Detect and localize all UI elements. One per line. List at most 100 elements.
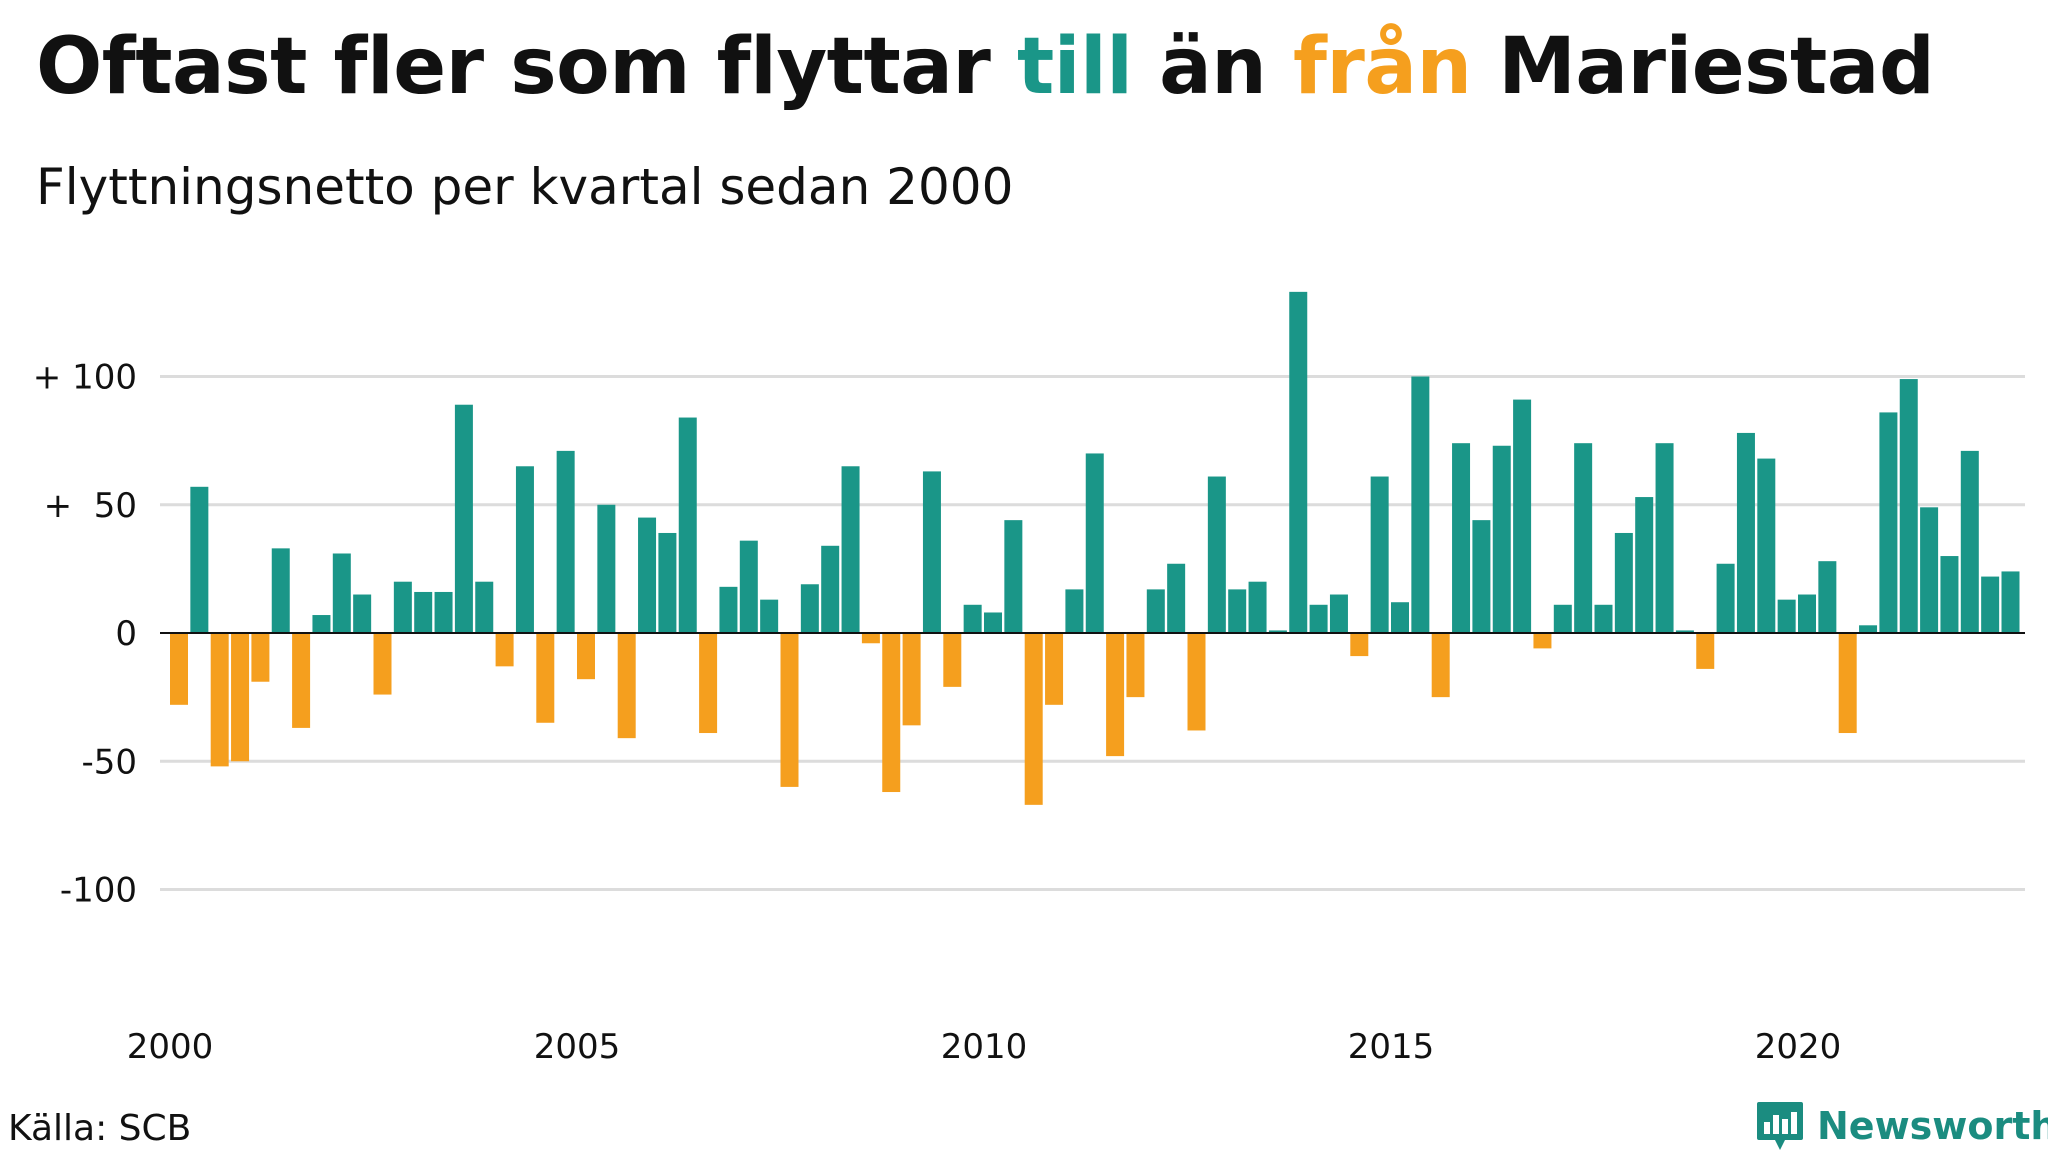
bar [780, 633, 799, 787]
bar [251, 633, 270, 682]
bar [739, 540, 758, 633]
bar [1370, 476, 1389, 633]
chart-subtitle: Flyttningsnetto per kvartal sedan 2000 [36, 158, 1014, 216]
bar [1960, 450, 1979, 633]
bar [719, 586, 738, 633]
bar [678, 417, 697, 633]
bar [984, 612, 1002, 633]
bar [495, 633, 514, 667]
bar [1838, 633, 1857, 734]
bar [1594, 604, 1613, 633]
bar [1472, 520, 1491, 633]
bar [1614, 532, 1633, 633]
newsworthy-logo-icon [1757, 1102, 1803, 1150]
bar [1798, 594, 1816, 633]
x-tick-label: 2015 [1348, 1027, 1435, 1067]
x-tick-label: 2010 [941, 1027, 1028, 1067]
bar [1981, 576, 2000, 633]
bar [1716, 563, 1735, 633]
x-tick-label: 2020 [1755, 1027, 1842, 1067]
title-word-an: än [1159, 22, 1267, 112]
bar [1757, 458, 1776, 633]
y-tick-label: -100 [60, 871, 137, 911]
bar [1533, 633, 1552, 649]
y-tick-label: -50 [81, 742, 137, 782]
bar [1859, 625, 1878, 633]
y-axis-labels: + 100 + 50 0 -50 -100 [33, 358, 137, 911]
bar [1574, 443, 1593, 633]
bar [536, 633, 555, 723]
bar [1146, 589, 1165, 633]
bar [1024, 633, 1043, 805]
bar [170, 633, 188, 705]
bar [1736, 432, 1755, 633]
bar [902, 633, 921, 726]
bar [1167, 563, 1186, 633]
title-word-mariestad: Mariestad [1498, 22, 1935, 112]
bar [658, 532, 677, 633]
bar [821, 545, 840, 633]
title-word-till: till [1017, 22, 1133, 112]
bar [434, 591, 453, 633]
bar [1635, 497, 1654, 633]
bar [1818, 561, 1837, 633]
bar [1248, 581, 1267, 633]
bar [1940, 556, 1959, 633]
bar [1065, 589, 1084, 633]
bar [1106, 633, 1125, 757]
bar [1004, 520, 1023, 633]
bar [556, 450, 575, 633]
bar [577, 633, 595, 680]
bar [1268, 630, 1287, 633]
y-tick-label: 0 [115, 614, 137, 654]
x-axis-labels: 2000 2005 2010 2015 2020 [127, 1027, 1842, 1067]
bar [1431, 633, 1450, 698]
bar [861, 633, 880, 644]
bar [638, 517, 657, 633]
bar [800, 584, 819, 633]
bar [231, 633, 250, 762]
bar [1411, 376, 1430, 633]
bar [210, 633, 229, 767]
brand-name: Newsworthy [1817, 1104, 2048, 1148]
bar [922, 471, 941, 633]
bar [414, 591, 433, 633]
chart-title: Oftast fler som flyttar till än från Mar… [36, 22, 1935, 112]
bar [393, 581, 412, 633]
x-tick-label: 2000 [127, 1027, 214, 1067]
source-note: Källa: SCB [8, 1108, 192, 1149]
bar [1879, 412, 1898, 633]
bar [1513, 399, 1532, 633]
bar [963, 604, 982, 633]
bar [1675, 630, 1694, 633]
bar [1207, 476, 1226, 633]
bar [943, 633, 962, 687]
bar [1553, 604, 1572, 633]
bar [454, 404, 473, 633]
bar [1289, 291, 1308, 633]
y-tick-label: + 100 [33, 358, 137, 398]
bar [1187, 633, 1206, 731]
bar [699, 633, 718, 734]
bar [1452, 443, 1471, 633]
y-tick-label: + 50 [44, 486, 137, 526]
bar [190, 486, 209, 633]
bar [332, 553, 351, 634]
bar [1920, 507, 1939, 633]
bar [1045, 633, 1064, 705]
bar [1492, 445, 1511, 633]
bar [760, 599, 779, 633]
bar [617, 633, 636, 739]
bar [1777, 599, 1796, 633]
bar [1350, 633, 1369, 657]
bar [515, 466, 534, 633]
bar [271, 548, 290, 633]
bar [1085, 453, 1104, 633]
bar [1309, 604, 1328, 633]
bar [475, 581, 494, 633]
title-word-fran: från [1293, 22, 1472, 112]
bar [292, 633, 311, 728]
x-tick-label: 2005 [534, 1027, 621, 1067]
bar [2001, 571, 2020, 633]
